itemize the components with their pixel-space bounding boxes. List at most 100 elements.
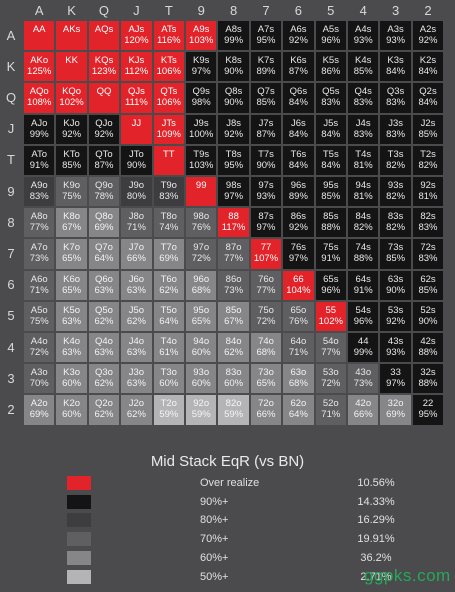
eqr-value: 99% [353,347,373,358]
hand-label: 43s [387,336,404,347]
hand-label: 98o [193,211,210,223]
hand-label: J2s [420,117,436,129]
column-header: T [164,3,173,18]
hand-label: 96o [193,273,210,285]
hand-label: 77 [260,242,272,254]
hand-label: QJs [127,86,145,98]
hand-label: 54o [322,336,339,347]
eqr-value: 84% [321,128,341,140]
eqr-value: 85% [418,128,438,140]
hand-label: 97o [193,242,210,254]
hand-label: 75o [258,304,274,316]
hand-label: AKo [30,55,49,67]
eqr-value: 97% [224,191,244,202]
hand-cell: 92o 59% [186,395,217,425]
row-header: 6 [7,277,15,293]
hand-label: K5s [322,55,339,67]
hand-label: 73s [387,242,404,254]
hand-cell: A4o 72% [24,333,55,363]
hand-cell: K4o 63% [56,333,87,363]
hand-label: K4s [355,55,372,67]
hand-label: 73o [258,367,274,379]
hand-label: J3o [128,367,145,379]
hand-cell: 95s 85% [315,177,346,207]
hand-cell: Q9s 98% [186,83,217,113]
hand-label: 93s [387,180,404,191]
hand-cell: 84s 82% [348,208,379,238]
row-header: J [7,121,15,137]
column-header: 3 [391,3,400,18]
legend-swatch [67,494,91,509]
eqr-value: 99% [224,35,244,46]
column-header: 5 [327,3,335,18]
hand-cell: AKo 125% [24,52,55,82]
hand-label: A2s [419,24,437,35]
hand-label: 76s [290,242,307,254]
legend-label: 90%+ [200,495,229,508]
eqr-value: 85% [386,253,406,265]
eqr-value: 62% [159,284,179,296]
hand-label: K6o [63,273,81,285]
hand-cell: 94s 81% [348,177,379,207]
eqr-value: 123% [91,66,117,78]
hand-label: Q2o [95,398,113,410]
column-header: K [67,3,76,18]
hand-cell: AA [24,21,55,51]
hand-label: JTo [128,148,144,160]
hand-cell: K8o 67% [56,208,87,238]
hand-cell: J3o 63% [121,364,152,394]
row-header: 2 [7,402,15,417]
hand-cell: 74s 88% [348,239,379,269]
eqr-value: 62% [94,315,114,327]
eqr-value: 68% [191,284,211,296]
hand-label: 63o [290,367,307,379]
hand-label: KJo [63,117,80,129]
legend-value: 36.2% [360,551,392,564]
eqr-value: 93% [256,191,276,202]
hand-cell: 32s 88% [412,364,444,394]
hand-cell: K7o 65% [56,239,87,269]
hand-label: K2s [419,55,437,67]
hand-cell: 86s 92% [283,208,314,238]
eqr-value: 88% [418,347,438,358]
hand-cell: K3o 60% [56,364,87,394]
eqr-value: 93% [386,35,406,46]
eqr-value: 112% [124,66,149,78]
hand-label: 55 [325,304,337,316]
eqr-value: 66% [126,253,146,265]
hand-cell: A6o 71% [24,270,55,300]
hand-cell: J4s 83% [348,114,379,144]
hand-cell: J5o 62% [121,301,152,331]
hand-cell: T9o 83% [153,177,184,207]
legend-value: 19.91% [357,533,395,546]
hand-cell: 63o 68% [283,364,314,394]
hand-label: 72s [420,242,436,254]
eqr-value: 74% [159,222,179,234]
hand-label: A9o [30,180,48,191]
hand-label: 82s [420,211,436,223]
hand-cell: K3s 84% [380,52,411,82]
row-header: 4 [7,339,15,355]
hand-label: QTo [95,148,113,160]
hand-cell: 62s 85% [412,270,444,300]
eqr-value: 90% [224,66,244,78]
hand-cell: 43o 73% [348,364,379,394]
hand-label: 66 [293,273,304,285]
hand-cell: 66 104% [283,270,314,300]
hand-label: 92s [420,180,436,191]
column-header: Q [98,3,110,18]
hand-label: A6o [30,273,48,285]
hand-cell: 54s 96% [348,301,379,331]
hand-label: AQo [29,86,49,98]
eqr-value: 84% [418,97,438,109]
eqr-value: 90% [126,159,146,171]
eqr-value: 103% [189,159,214,171]
hand-label: 65s [323,273,339,285]
hand-label: T8o [160,211,177,223]
hand-cell: QJs 111% [121,83,152,113]
eqr-value: 97% [386,378,406,390]
hand-cell: KJs 112% [121,52,152,82]
eqr-value: 69% [94,222,114,234]
hand-label: AA [32,24,46,35]
eqr-value: 95% [224,159,244,171]
